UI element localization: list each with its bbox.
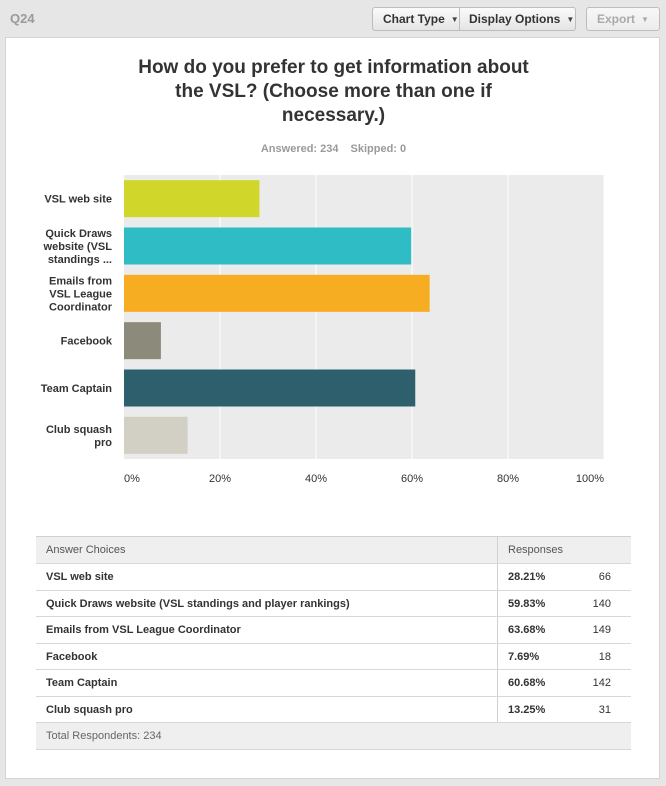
row-count: 18 (598, 650, 611, 663)
bar (124, 369, 416, 407)
bar (124, 322, 161, 360)
table-footer-row: Total Respondents: 234 (36, 723, 631, 750)
toolbar-divider (459, 8, 460, 30)
row-count: 66 (598, 571, 611, 583)
bar-chart: VSL web site Quick Draws website (VSL stand… (41, 175, 605, 485)
row-percent: 13.25% (508, 703, 546, 716)
row-count: 31 (598, 703, 611, 716)
top-bar: Q24 Chart Type ▼ Display Options ▼ Export ▼ (0, 0, 666, 36)
column-divider (497, 670, 498, 696)
table-row: VSL web site 28.21% 66 (36, 564, 631, 591)
bar (124, 227, 412, 265)
row-count: 142 (592, 677, 611, 689)
title-line: the VSL? (Choose more than one if (175, 81, 492, 102)
row-percent: 63.68% (508, 624, 546, 636)
header-answer-choices: Answer Choices (46, 544, 126, 556)
category-label: Facebook (61, 336, 113, 348)
display-options-label: Display Options (469, 12, 561, 26)
row-percent: 60.68% (508, 677, 546, 689)
row-percent: 28.21% (508, 571, 546, 583)
row-percent: 7.69% (508, 650, 540, 663)
category-label: Club squash pro (46, 424, 112, 449)
question-label: Q24 (10, 11, 35, 26)
answered-count: Answered: 234 (260, 143, 339, 155)
row-choice: Quick Draws website (VSL standings and p… (46, 597, 350, 610)
x-tick-label: 20% (209, 473, 231, 485)
bar (124, 180, 260, 218)
question-title: How do you prefer to get information abo… (6, 56, 661, 128)
title-line: How do you prefer to get information abo… (138, 57, 529, 78)
row-count: 149 (592, 624, 611, 636)
table-row: Quick Draws website (VSL standings and p… (36, 590, 631, 617)
response-summary: Answered: 234 Skipped: 0 (6, 143, 661, 155)
caret-down-icon: ▼ (641, 15, 649, 24)
skipped-count: Skipped: 0 (350, 143, 407, 155)
chart-type-button[interactable]: Chart Type ▼ (383, 8, 459, 30)
question-panel: How do you prefer to get information abo… (5, 37, 660, 779)
bar (124, 274, 430, 312)
x-tick-label: 100% (576, 473, 604, 485)
category-label: Quick Draws website (VSL standings ... (43, 228, 113, 266)
header-responses: Responses (508, 544, 564, 556)
column-divider (497, 590, 498, 616)
table-row: Club squash pro 13.25% 31 (36, 696, 631, 723)
caret-down-icon: ▼ (450, 15, 459, 24)
caret-down-icon: ▼ (566, 15, 575, 24)
row-choice: Club squash pro (46, 703, 133, 716)
category-label: VSL web site (44, 194, 112, 206)
column-divider (497, 564, 498, 590)
table-row: Emails from VSL League Coordinator 63.68… (36, 617, 631, 644)
x-tick-label: 80% (497, 473, 519, 485)
table-header-row: Answer Choices Responses (36, 537, 631, 564)
row-choice: Emails from VSL League Coordinator (46, 624, 241, 636)
display-options-button[interactable]: Display Options ▼ (469, 8, 574, 30)
table-row: Team Captain 60.68% 142 (36, 670, 631, 697)
x-tick-label: 60% (401, 473, 423, 485)
chart-type-label: Chart Type (383, 12, 445, 26)
export-button[interactable]: Export ▼ (586, 7, 660, 31)
plot-background (124, 175, 604, 459)
x-tick-label: 40% (305, 473, 327, 485)
row-count: 140 (592, 597, 611, 610)
row-percent: 59.83% (508, 597, 546, 610)
table-row: Facebook 7.69% 18 (36, 643, 631, 670)
results-table: Answer Choices Responses VSL web site 28… (36, 536, 631, 750)
column-divider (497, 643, 498, 669)
row-choice: VSL web site (46, 571, 114, 583)
column-divider (497, 617, 498, 643)
x-tick-label: 0% (124, 473, 140, 485)
total-respondents: Total Respondents: 234 (46, 730, 162, 742)
export-label: Export (597, 12, 636, 26)
bar (124, 416, 188, 454)
title-line: necessary.) (281, 105, 386, 126)
row-choice: Team Captain (46, 677, 118, 689)
chart-toolbar: Chart Type ▼ Display Options ▼ (372, 7, 576, 31)
column-divider (497, 696, 498, 722)
column-divider (497, 537, 498, 563)
row-choice: Facebook (46, 650, 98, 663)
category-label: Emails from VSL League Coordinator (49, 275, 113, 313)
category-label: Team Captain (41, 383, 113, 395)
